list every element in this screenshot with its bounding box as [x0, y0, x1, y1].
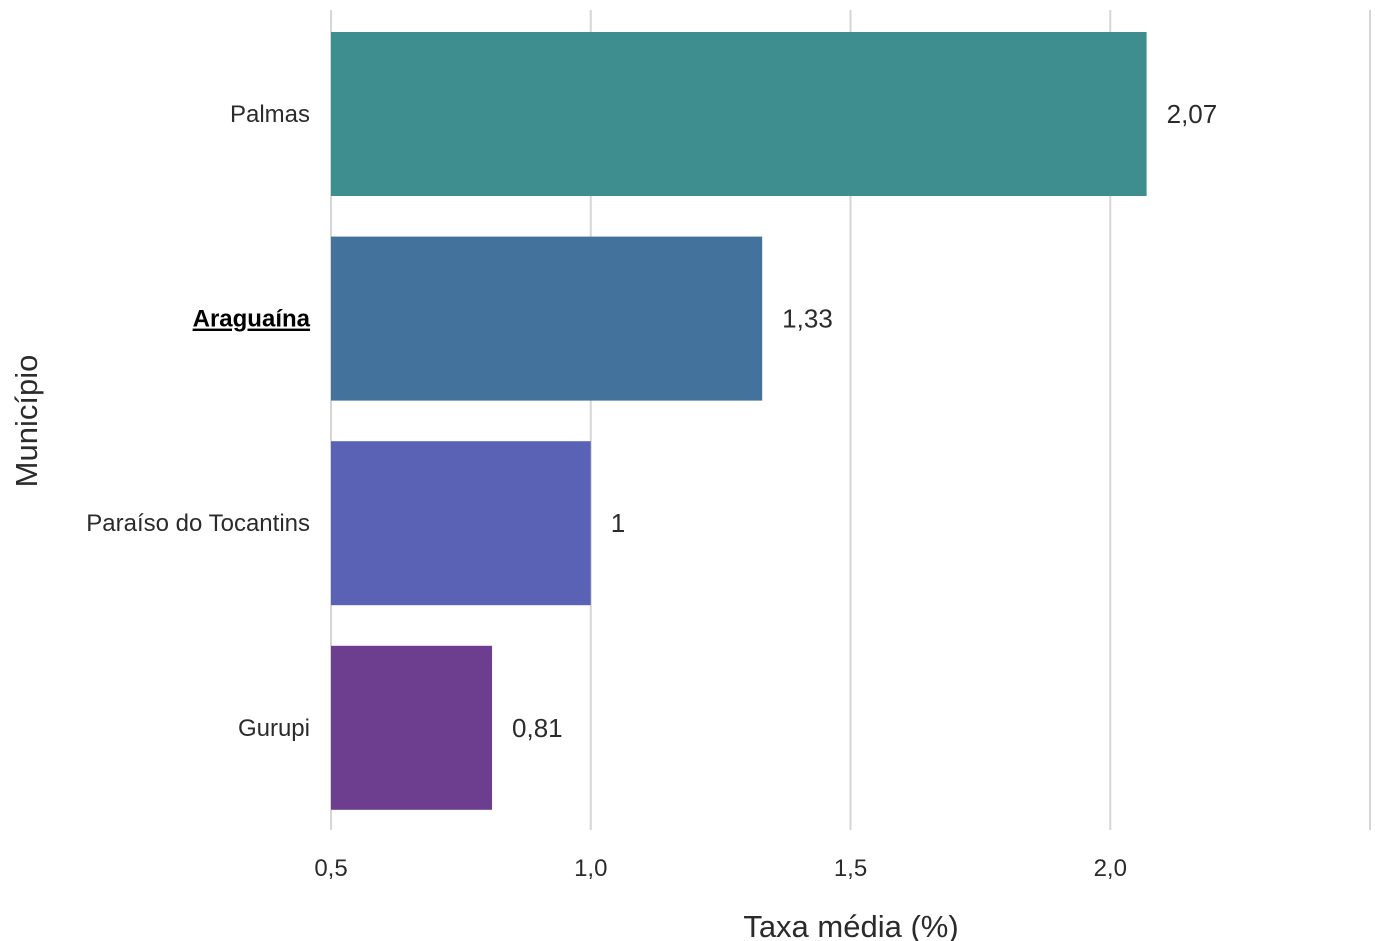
value-label-2: 1: [611, 508, 625, 538]
category-label-3: Gurupi: [238, 715, 310, 742]
y-axis-title: Município: [9, 355, 44, 488]
labels: 0,5 1,0 1,5 2,0 Palmas 2,07 Araguaína 1,33 Paraí…: [86, 99, 1217, 882]
category-label-1: Araguaína: [193, 306, 311, 333]
x-tick-label-0: 0,5: [314, 855, 347, 882]
value-label-0: 2,07: [1167, 99, 1218, 129]
value-label-1: 1,33: [782, 304, 833, 334]
category-label-2: Paraíso do Tocantins: [86, 510, 310, 537]
x-tick-label-3: 2,0: [1094, 855, 1127, 882]
x-tick-label-1: 1,0: [574, 855, 607, 882]
bar-2: [331, 441, 591, 606]
value-label-3: 0,81: [512, 713, 563, 743]
x-tick-label-2: 1,5: [834, 855, 867, 882]
bar-3: [331, 645, 493, 810]
bar-1: [331, 236, 763, 401]
x-axis-title: Taxa média (%): [743, 909, 958, 941]
bars: [331, 32, 1147, 810]
bar-0: [331, 32, 1147, 196]
category-label-0: Palmas: [230, 101, 310, 128]
